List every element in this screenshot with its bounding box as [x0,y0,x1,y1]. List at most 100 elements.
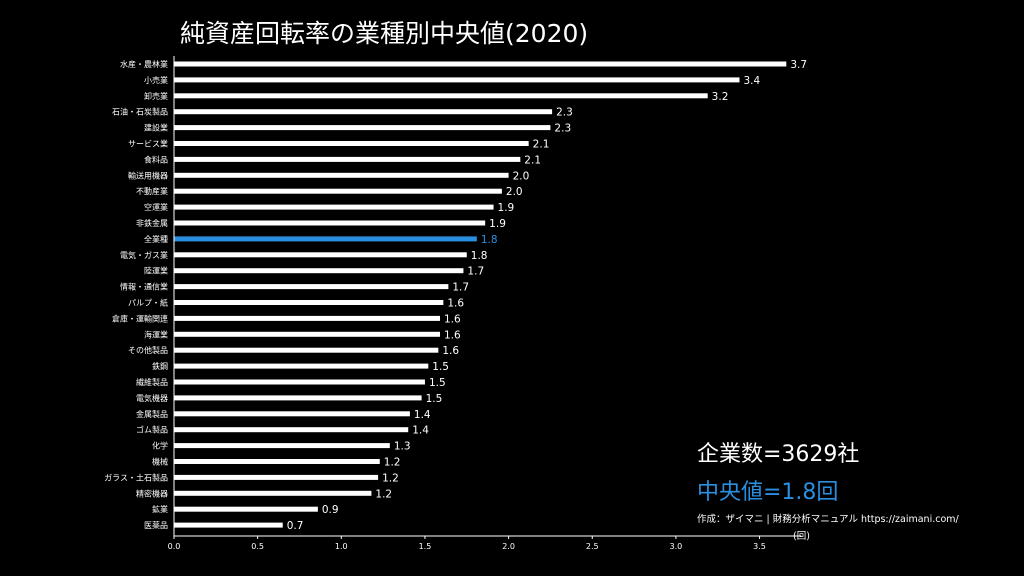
bar [174,109,553,115]
bar [174,125,551,131]
value-label: 1.6 [444,313,461,325]
category-label: 電気・ガス業 [120,250,168,260]
bar [174,172,509,178]
x-tick-label: 0.0 [168,542,181,551]
bar [174,220,486,226]
axis-unit-label: (回) [793,531,810,542]
bar [174,363,429,369]
company-count: 企業数=3629社 [697,442,860,467]
value-label: 1.2 [384,457,401,469]
x-tick-label: 2.0 [502,542,515,551]
value-label: 1.5 [426,393,443,405]
bar [174,379,425,385]
value-label: 3.7 [790,59,807,71]
bar [174,204,494,210]
value-label: 1.9 [498,202,515,214]
category-label: ガラス・土石製品 [104,472,168,482]
value-label: 1.8 [481,234,498,246]
median-value: 中央値=1.8回 [697,480,839,505]
category-label: 電気機器 [136,393,168,403]
value-label: 1.7 [467,266,484,278]
category-label: その他製品 [128,345,168,355]
bar [174,474,379,480]
bar [174,331,441,337]
value-label: 0.9 [322,504,339,516]
category-label: 機械 [152,457,168,467]
x-tick-label: 3.0 [670,542,683,551]
value-label: 1.4 [412,425,429,437]
bar [174,61,787,67]
bar [174,443,390,449]
credit-text: 作成：ザイマニ | 財務分析マニュアル https://zaimani.com/ [697,514,959,525]
value-label: 2.1 [533,139,550,151]
bar [174,395,422,401]
bar [174,300,444,305]
value-label: 1.7 [452,282,469,294]
value-label: 1.6 [444,329,461,341]
category-label: 倉庫・運輸関連 [112,313,168,323]
value-label: 2.3 [556,107,573,119]
value-label: 3.2 [712,91,729,103]
bar [174,459,380,464]
chart-title: 純資産回転率の業種別中央値(2020) [180,19,589,48]
value-label: 1.2 [375,488,392,500]
bar [174,522,283,528]
category-label: ゴム製品 [136,425,168,435]
value-label: 1.4 [414,409,431,421]
category-label: 鉄鋼 [152,361,168,371]
bar [174,347,439,353]
bar [174,93,708,99]
category-label: 情報・通信業 [120,282,168,292]
category-label: 非鉄金属 [136,218,168,228]
bar [174,188,502,194]
category-label: 医薬品 [144,520,168,530]
value-label: 2.1 [524,154,541,166]
category-label: 鉱業 [152,504,168,514]
category-label: 石油・石炭製品 [112,107,168,117]
value-label: 1.5 [429,377,446,389]
bar [174,315,441,321]
category-label: サービス業 [128,139,168,149]
category-label: 小売業 [144,75,168,85]
category-label: 不動産業 [136,186,168,196]
value-label: 3.4 [743,75,760,87]
value-label: 2.0 [506,186,523,198]
x-tick-label: 1.5 [419,542,432,551]
bar [174,284,449,290]
bar [174,490,372,496]
bar [174,236,477,242]
value-label: 2.3 [554,123,571,135]
value-label: 1.6 [447,298,464,310]
bar [174,411,410,417]
x-tick-label: 1.0 [335,542,348,551]
category-label: 食料品 [144,154,168,164]
category-label: 繊維製品 [136,377,168,387]
category-label: 金属製品 [136,409,168,419]
category-label: 全業種 [144,234,168,244]
bar [174,268,464,274]
category-label: 水産・農林業 [120,59,168,69]
category-label: パルプ・紙 [128,298,168,308]
bar [174,156,521,162]
value-label: 1.3 [394,441,411,453]
category-label: 海運業 [144,329,168,339]
value-label: 0.7 [287,520,304,532]
category-label: 建設業 [144,123,168,133]
category-label: 陸運業 [144,266,168,276]
category-label: 卸売業 [144,91,168,101]
value-label: 2.0 [513,170,530,182]
x-tick-label: 3.5 [753,542,766,551]
x-tick-label: 2.5 [586,542,599,551]
category-label: 精密機器 [136,488,168,498]
bar [174,141,529,146]
value-label: 1.2 [382,472,399,484]
category-label: 輸送用機器 [128,170,168,180]
category-label: 空運業 [144,202,168,212]
x-tick-label: 0.5 [251,542,264,551]
bar [174,252,467,258]
bar [174,506,318,512]
bar [174,427,409,433]
category-label: 化学 [152,441,168,451]
value-label: 1.5 [432,361,449,373]
